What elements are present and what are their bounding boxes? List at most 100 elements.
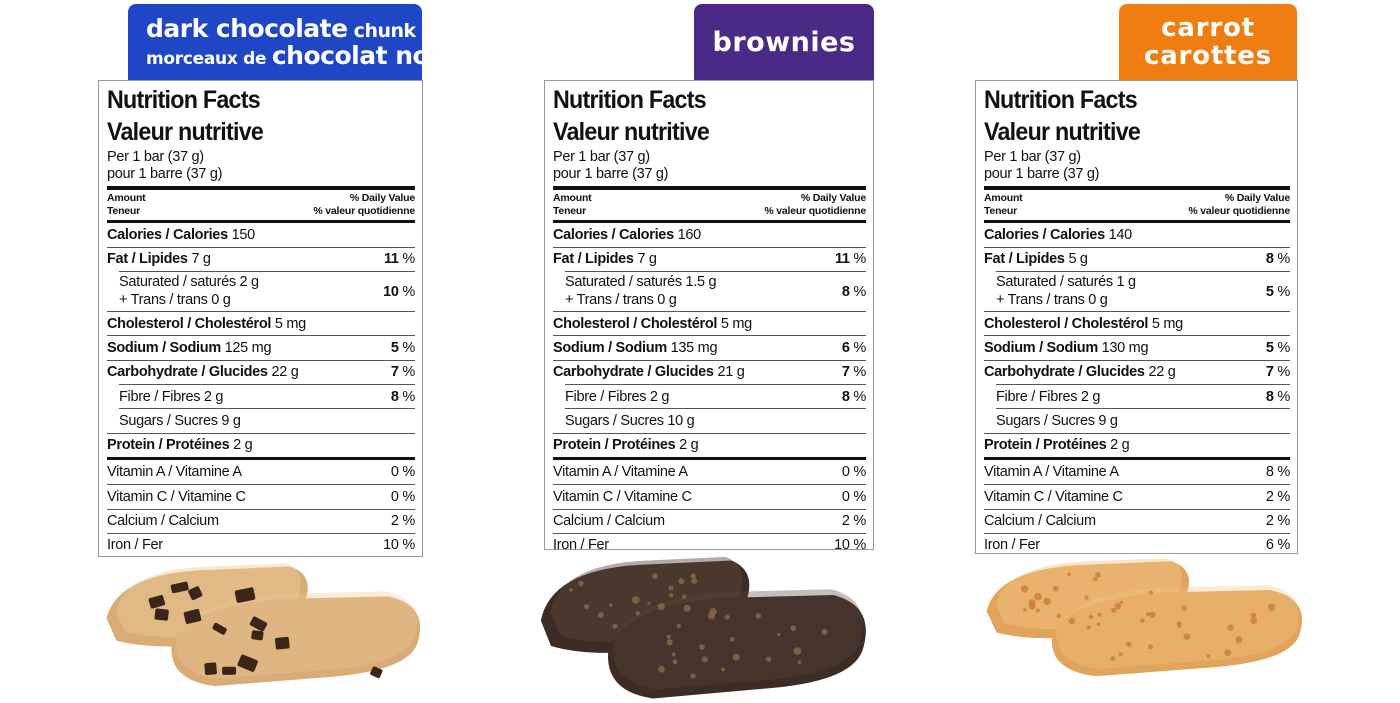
nutrient-amount: 7 g: [191, 251, 211, 268]
nutrition-facts-table: Nutrition Facts Valeur nutritive Per 1 b…: [975, 80, 1298, 554]
chocolate-chunk: [154, 608, 169, 621]
sugars-row: Sugars / Sucres 9 g: [996, 408, 1290, 432]
daily-value-percent: 7: [390, 364, 399, 381]
texture-speck: [658, 665, 665, 673]
daily-value-label-en: % Daily Value: [1224, 192, 1290, 205]
sodium-row: Sodium / Sodium 125 mg 5 %: [107, 335, 415, 359]
texture-speck: [1023, 608, 1027, 612]
texture-speck: [609, 603, 613, 607]
texture-speck: [790, 625, 796, 632]
banner-text: brownies: [712, 27, 856, 59]
nutrient-label: Iron / Fer: [107, 537, 163, 554]
texture-speck: [1092, 576, 1098, 582]
carbohydrate-row: Carbohydrate / Glucides 22 g 7 %: [107, 359, 415, 384]
title-fr: Valeur nutritive: [553, 117, 710, 146]
saturated-fat: Saturated / saturés 1 g: [996, 274, 1136, 291]
texture-speck: [1111, 607, 1117, 613]
daily-value-percent: 2 %: [841, 513, 866, 530]
texture-speck: [701, 656, 708, 663]
table-header: Amount Teneur % Daily Value% valeur quoti…: [107, 190, 415, 219]
daily-value-percent: 8: [1265, 388, 1274, 405]
sugars-row: Sugars / Sucres 10 g: [565, 408, 866, 432]
banner-text: carottes: [1143, 40, 1272, 71]
nutrient-label: Calcium / Calcium: [984, 513, 1096, 530]
daily-value-percent: 10 %: [383, 537, 415, 554]
vitamin-c-row: Vitamin C / Vitamine C 2 %: [984, 484, 1290, 508]
amount-label-en: Amount: [107, 192, 146, 205]
texture-speck: [698, 644, 705, 650]
cholesterol-row: Cholesterol / Cholestérol 5 mg: [984, 311, 1290, 335]
banner-text: chunk: [347, 20, 416, 42]
divider: [984, 456, 1290, 460]
texture-speck: [1020, 585, 1029, 593]
fat-row: Fat / Lipides 7 g 11 %: [107, 246, 415, 271]
title-fr: Valeur nutritive: [107, 117, 264, 146]
nutrient-label: Cholesterol / Cholestérol: [107, 315, 272, 332]
texture-speck: [1235, 636, 1243, 644]
texture-speck: [793, 647, 802, 655]
nutrient-label: Calories / Calories: [984, 226, 1105, 243]
texture-speck: [1126, 641, 1132, 647]
fibre-row: Fibre / Fibres 2 g 8 %: [996, 384, 1290, 408]
daily-value-label-fr: % valeur quotidienne: [313, 205, 415, 218]
carbohydrate-row: Carbohydrate / Glucides 21 g 7 %: [553, 359, 866, 384]
daily-value-percent: 5: [390, 340, 399, 357]
texture-speck: [1250, 617, 1258, 625]
nutrient-label: Fat / Lipides: [984, 251, 1065, 268]
chocolate-chunk: [212, 622, 227, 635]
texture-speck: [578, 580, 584, 587]
daily-value-percent: 11: [383, 251, 399, 268]
saturated-trans-row: Saturated / saturés 1.5 g + Trans / trans…: [565, 271, 866, 311]
nutrient-label: Fat / Lipides: [553, 251, 634, 268]
texture-speck: [821, 628, 828, 635]
texture-speck: [666, 634, 671, 639]
vitamin-a-row: Vitamin A / Vitamine A 8 %: [984, 460, 1290, 484]
texture-speck: [729, 636, 735, 642]
texture-speck: [681, 594, 687, 600]
daily-value-label-en: % Daily Value: [349, 192, 415, 205]
daily-value-percent: 2 %: [1265, 488, 1290, 505]
daily-value-label-fr: % valeur quotidienne: [1188, 205, 1290, 218]
chocolate-chunk: [275, 636, 290, 650]
texture-speck: [1052, 585, 1059, 592]
iron-row: Iron / Fer 6 %: [984, 532, 1290, 557]
divider: [107, 186, 415, 191]
nutrient-amount: 160: [677, 226, 702, 243]
texture-speck: [597, 611, 604, 618]
nutrient-line: Fibre / Fibres 2 g: [565, 388, 670, 405]
texture-speck: [612, 623, 618, 629]
nutrient-label: Vitamin C / Vitamine C: [107, 488, 246, 505]
serving-en: Per 1 bar (37 g): [553, 148, 650, 165]
texture-speck: [732, 653, 740, 661]
chocolate-chunk: [170, 581, 189, 594]
daily-value-percent: 6 %: [1265, 537, 1290, 554]
nutrient-label: Vitamin A / Vitamine A: [553, 464, 688, 481]
calories-row: Calories / Calories 140: [984, 223, 1290, 247]
nutrition-facts-table: Nutrition Facts Valeur nutritive Per 1 b…: [98, 80, 423, 557]
chocolate-chunk: [249, 616, 268, 632]
texture-speck: [569, 588, 573, 592]
texture-speck: [1068, 617, 1076, 625]
texture-speck: [1181, 605, 1187, 611]
nutrient-amount: 21 g: [717, 364, 745, 381]
title-en: Nutrition Facts: [107, 86, 261, 114]
saturated-fat: Saturated / saturés 1.5 g: [565, 274, 717, 291]
texture-speck: [683, 604, 691, 612]
iron-row: Iron / Fer 10 %: [553, 532, 866, 557]
nutrient-amount: 5 mg: [720, 315, 752, 332]
vitamin-a-row: Vitamin A / Vitamine A 0 %: [107, 460, 415, 484]
protein-row: Protein / Protéines 2 g: [553, 432, 866, 457]
nutrient-line: Sugars / Sucres 10 g: [565, 412, 695, 429]
divider: [107, 219, 415, 223]
vitamin-c-row: Vitamin C / Vitamine C 0 %: [553, 484, 866, 508]
texture-speck: [724, 614, 730, 620]
texture-speck: [1086, 625, 1091, 630]
texture-speck: [755, 613, 761, 619]
daily-value-percent: 8 %: [1265, 464, 1290, 481]
texture-speck: [1096, 622, 1101, 626]
nutrient-amount: 125 mg: [224, 340, 272, 357]
texture-speck: [1148, 644, 1153, 650]
carrot-bar-image: [986, 558, 1303, 677]
chocolate-chunk: [370, 666, 383, 679]
front-bar-highlight: [612, 589, 863, 690]
